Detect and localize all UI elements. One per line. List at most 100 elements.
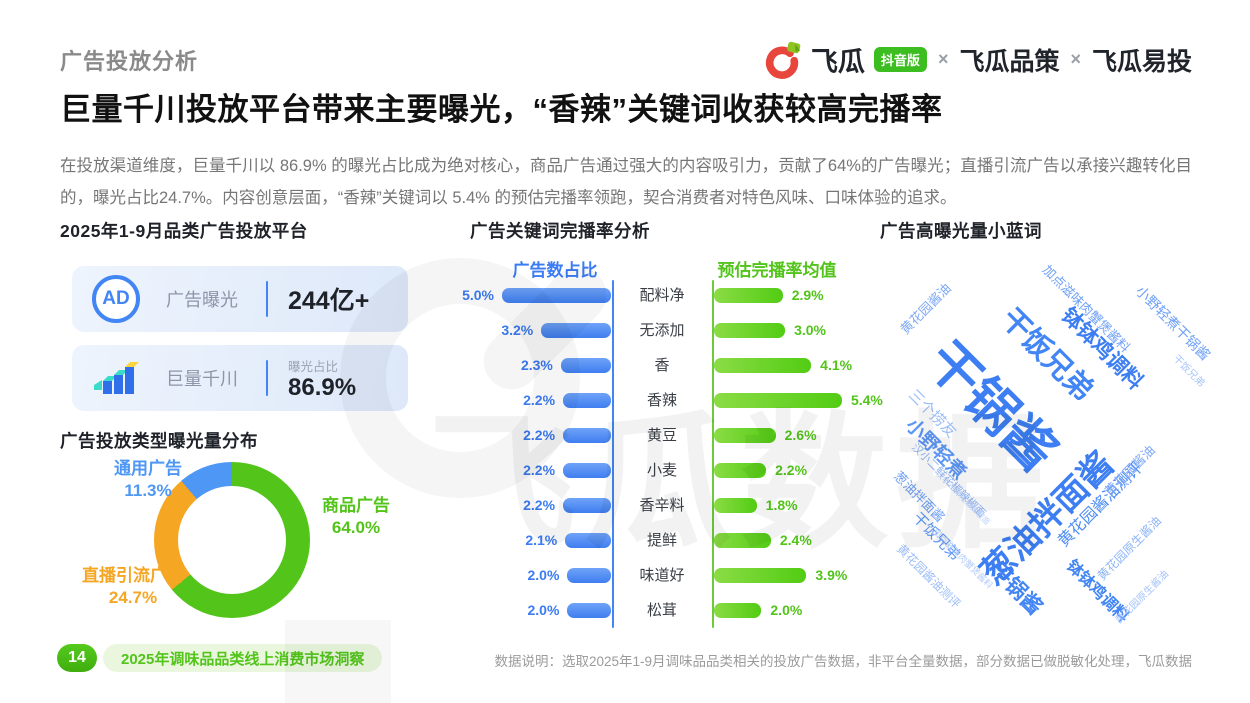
stat-card-value-number: 86.9% (288, 373, 357, 401)
keyword-label: 黄豆 (646, 427, 677, 444)
completion-value: 2.6% (784, 427, 817, 443)
cloud-word: 小野轻煮干锅酱 (1132, 282, 1214, 364)
slice-value: 24.7% (108, 588, 158, 607)
slice-label: 通用广告 (114, 459, 182, 478)
keyword-row: 3.2% 无添加 3.0% (470, 323, 880, 338)
slice-value: 64.0% (331, 518, 381, 537)
brand-separator: × (1070, 49, 1081, 69)
panel-ad-platform: 2025年1-9月品类广告投放平台 AD 广告曝光 244亿+ 巨量千川 曝光占… (60, 218, 435, 638)
completion-bar (714, 323, 786, 338)
stat-card-label: 巨量千川 (166, 369, 238, 389)
completion-bar (714, 288, 783, 303)
slice-label: 直播引流广告 (82, 566, 184, 585)
stat-card-qianchuan: 巨量千川 曝光占比 86.9% (72, 345, 408, 411)
axis-line-green (712, 280, 714, 628)
completion-value: 2.4% (779, 532, 812, 548)
feigua-swirl-icon (765, 41, 801, 79)
keyword-row: 2.0% 松茸 2.0% (470, 603, 880, 618)
stat-card-label: 广告曝光 (166, 290, 238, 310)
completion-bar (714, 498, 757, 513)
brand-lockup: 飞瓜 抖音版 × 飞瓜品策 × 飞瓜易投 (764, 40, 1192, 79)
ad-badge-icon: AD (92, 275, 140, 323)
ad-share-value: 5.0% (462, 287, 494, 303)
completion-value: 3.9% (815, 567, 848, 583)
completion-value: 1.8% (765, 497, 798, 513)
ad-share-value: 2.1% (525, 532, 558, 548)
keyword-row: 2.2% 香辛料 1.8% (470, 498, 880, 513)
report-name-badge: 2025年调味品品类线上消费市场洞察 (103, 644, 383, 672)
completion-value: 2.0% (770, 602, 803, 618)
keyword-label: 松茸 (646, 602, 677, 619)
keyword-row: 2.3% 香 4.1% (470, 358, 880, 373)
completion-bar (714, 533, 771, 548)
keyword-label: 香辣 (646, 392, 677, 409)
completion-value: 3.0% (794, 322, 827, 338)
donut-label-generic-ads: 通用广告 11.3% (88, 458, 208, 502)
stat-card-value: 244亿+ (288, 287, 370, 315)
blue-keyword-word-cloud: 黄花园酱油 干锅酱 干饭兄弟 加点滋味肉蟹煲酱料 钵钵鸡调料 小野轻煮干锅酱 干饭兄弟 三个捞… (875, 258, 1245, 658)
ad-share-bar (563, 428, 611, 443)
page-description: 在投放渠道维度，巨量千川以 86.9% 的曝光占比成为绝对核心，商品广告通过强大… (60, 157, 1192, 207)
series-header-ad-share: 广告数占比 (512, 261, 598, 280)
ad-share-bar (567, 568, 611, 583)
panel-keyword-analysis: 广告关键词完播率分析 广告数占比 预估完播率均值 5.0% 配料净 2.9% 3.2%… (462, 218, 883, 638)
keyword-row: 2.2% 黄豆 2.6% (470, 428, 880, 443)
keyword-label: 小麦 (646, 462, 677, 479)
completion-bar (714, 358, 812, 373)
ad-share-value: 2.2% (523, 462, 556, 478)
completion-value: 5.4% (850, 392, 883, 408)
section-eyebrow: 广告投放分析 (60, 49, 199, 74)
axis-line-blue (612, 280, 614, 628)
series-header-completion-rate: 预估完播率均值 (717, 261, 837, 280)
ad-platform-title: 2025年1-9月品类广告投放平台 (60, 221, 308, 241)
donut-label-live-ads: 直播引流广告 24.7% (68, 565, 198, 609)
slice-label: 商品广告 (322, 496, 390, 515)
ad-share-bar (563, 463, 611, 478)
panel-word-cloud: 广告高曝光量小蓝词 黄花园酱油 干锅酱 干饭兄弟 加点滋味肉蟹煲酱料 钵钵鸡调料 小野轻煮… (875, 218, 1245, 648)
stat-card-value: 曝光占比 86.9% (288, 356, 388, 401)
completion-bar (714, 603, 762, 618)
card-divider (266, 360, 268, 396)
ad-share-value: 2.2% (523, 427, 556, 443)
keyword-row: 5.0% 配料净 2.9% (462, 287, 880, 304)
donut-chart-title: 广告投放类型曝光量分布 (60, 431, 258, 451)
brand-partner-1: 飞瓜品策 (959, 47, 1060, 76)
cloud-word: 黄花园酱油 (897, 280, 954, 337)
donut-label-product-ads: 商品广告 64.0% (296, 495, 416, 539)
ad-share-value: 2.0% (527, 602, 560, 618)
keyword-bar-chart: 5.0% 配料净 2.9% 3.2% 无添加 3.0% 2.3% 香 4.1% 2.2% 香辣 5.4… (462, 287, 883, 618)
word-cloud-title: 广告高曝光量小蓝词 (880, 221, 1042, 241)
keyword-chart-title: 广告关键词完播率分析 (470, 221, 650, 241)
ad-share-bar (541, 323, 611, 338)
brand-badge: 抖音版 (873, 47, 927, 72)
page-title: 巨量千川投放平台带来主要曝光，“香辣”关键词收获较高完播率 (60, 92, 943, 127)
keyword-label: 提鲜 (646, 532, 677, 549)
keyword-label: 配料净 (639, 287, 685, 304)
keyword-row: 2.2% 小麦 2.2% (470, 463, 880, 478)
ad-share-bar (560, 358, 611, 373)
ad-share-bar (565, 533, 611, 548)
brand-separator: × (937, 49, 949, 69)
bar-chart-icon (94, 362, 139, 394)
keyword-row: 2.1% 提鲜 2.4% (470, 533, 880, 548)
ad-share-value: 2.0% (527, 567, 560, 583)
stat-card-ad-exposure: AD 广告曝光 244亿+ (72, 266, 408, 332)
keyword-label: 香辛料 (639, 497, 685, 514)
ad-share-value: 2.3% (520, 357, 553, 373)
ad-type-donut-chart (154, 462, 310, 618)
brand-name: 飞瓜 (810, 47, 865, 77)
brand-partner-2: 飞瓜易投 (1091, 47, 1192, 76)
keyword-row: 2.0% 味道好 3.9% (470, 568, 880, 583)
ad-share-value: 3.2% (501, 322, 534, 338)
stat-card-value-label: 曝光占比 (288, 359, 339, 374)
completion-value: 2.9% (791, 287, 824, 303)
keyword-label: 香 (654, 357, 670, 374)
ad-share-bar (567, 603, 611, 618)
ad-share-bar (563, 393, 611, 408)
ad-share-bar (563, 498, 611, 513)
ad-share-value: 2.2% (523, 497, 556, 513)
keyword-label: 无添加 (639, 322, 685, 339)
ad-share-value: 2.2% (523, 392, 556, 408)
slice-value: 11.3% (124, 481, 172, 500)
